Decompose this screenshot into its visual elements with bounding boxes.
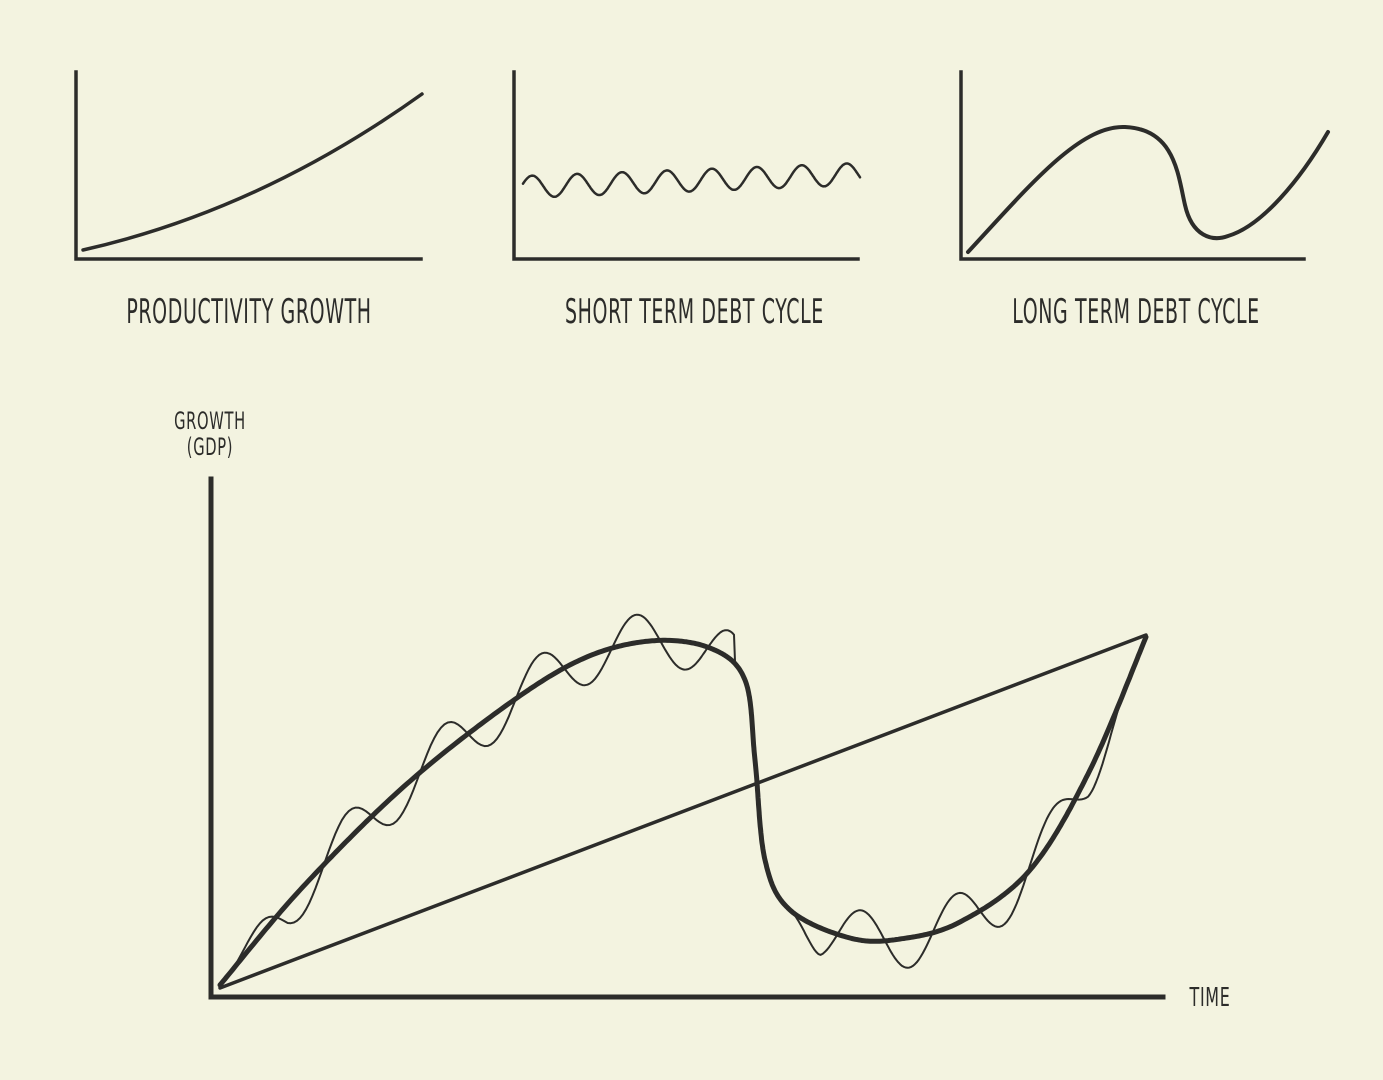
y-axis-label: GROWTH (GDP) — [169, 408, 251, 460]
combined-cycle-curve — [219, 613, 1147, 986]
long-cycle-axes — [959, 70, 1306, 261]
productivity-axes — [74, 70, 423, 261]
short-term-debt-cycle-title: SHORT TERM DEBT CYCLE — [565, 292, 824, 332]
short-cycle-axes — [512, 70, 860, 261]
productivity-trend-line — [218, 633, 1148, 990]
long-cycle-curve — [966, 124, 1330, 254]
x-axis-label: TIME — [1189, 983, 1231, 1013]
main-chart — [208, 476, 1166, 1000]
y-axis-label-line2: (GDP) — [186, 433, 234, 461]
short-cycle-curve — [521, 162, 862, 199]
productivity-curve — [81, 92, 424, 252]
productivity-growth-title: PRODUCTIVITY GROWTH — [126, 292, 372, 332]
short-cycle-panel — [512, 70, 862, 261]
long-cycle-panel — [959, 70, 1330, 261]
long-term-debt-cycle-title: LONG TERM DEBT CYCLE — [1012, 292, 1260, 332]
productivity-panel — [74, 70, 424, 261]
y-axis-label-line1: GROWTH — [174, 407, 246, 435]
